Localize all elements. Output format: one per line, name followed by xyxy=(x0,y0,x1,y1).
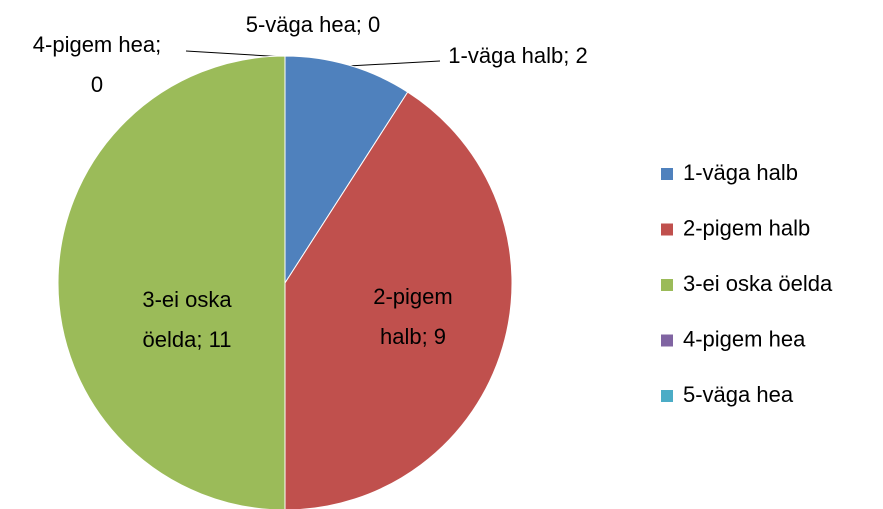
legend-label: 2-pigem halb xyxy=(683,215,810,240)
pie-slice xyxy=(284,55,409,285)
pie-slice xyxy=(57,55,286,509)
legend-label: 1-väga halb xyxy=(683,160,798,185)
legend-swatch xyxy=(661,390,673,402)
legend-label: 3-ei oska öelda xyxy=(683,271,833,296)
legend-label: 4-pigem hea xyxy=(683,326,806,351)
legend-swatch xyxy=(661,279,673,291)
pie-slice xyxy=(284,91,513,509)
data-label: 1-väga halb; 2 xyxy=(448,43,588,68)
legend-swatch xyxy=(661,334,673,347)
legend-label: 5-väga hea xyxy=(683,382,794,407)
legend-swatch xyxy=(661,223,673,236)
leader-line xyxy=(347,60,441,67)
data-label: 5-väga hea; 0 xyxy=(245,12,381,37)
leader-line xyxy=(185,50,286,58)
data-label: 4-pigem hea; 0 xyxy=(32,32,162,97)
data-label: 3-ei oska öelda; 11 xyxy=(142,287,232,352)
legend-swatch xyxy=(661,168,673,180)
data-label: 2-pigem halb; 9 xyxy=(373,284,453,349)
